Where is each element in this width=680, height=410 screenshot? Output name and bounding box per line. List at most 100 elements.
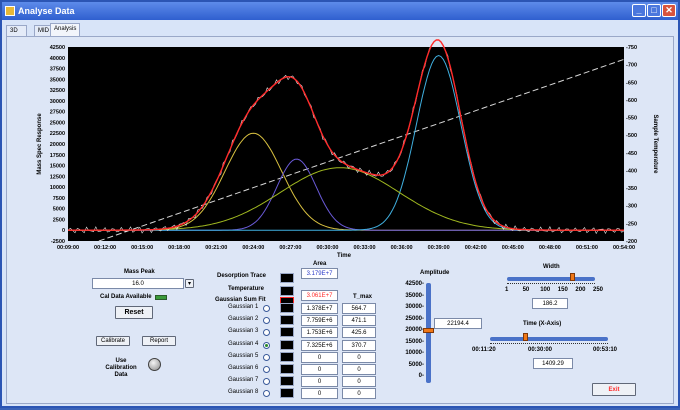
y2-tick-label: -500 xyxy=(626,133,637,139)
amplitude-tick-label: 25000- xyxy=(405,315,424,322)
y-tick-label: 5000 xyxy=(53,207,65,213)
cal-data-led-icon xyxy=(155,295,167,300)
y2-tick-label: -700 xyxy=(626,63,637,69)
gaussian-radio[interactable] xyxy=(263,353,270,361)
cal-data-label: Cal Data Available xyxy=(100,294,152,300)
amplitude-tick-label: 42500- xyxy=(405,281,424,287)
tab-analysis[interactable]: Analysis xyxy=(50,23,81,36)
time-tick-mid: 00:30:00 xyxy=(528,347,553,353)
time-value-field[interactable]: 1409.29 xyxy=(533,358,573,369)
y2-tick-label: -550 xyxy=(626,116,637,122)
y-tick-label: 15000 xyxy=(50,164,65,170)
x-tick-label: 00:21:00 xyxy=(205,245,227,251)
y-tick-label: 20000 xyxy=(50,142,65,148)
x-tick-label: 00:42:00 xyxy=(465,245,487,251)
app-icon xyxy=(5,6,15,16)
legend-swatch[interactable] xyxy=(280,273,294,283)
time-scale-ticks xyxy=(490,343,608,346)
y-tick-label: 25000 xyxy=(50,120,65,126)
mass-peak-value: 16.0 xyxy=(132,281,144,287)
width-tick-label: 150 xyxy=(557,287,568,293)
gaussian-tmax-field: 564.7 xyxy=(342,303,376,314)
gaussian-swatch[interactable] xyxy=(280,376,294,387)
gaussian-area-field: 0 xyxy=(301,351,338,363)
x-tick-label: 00:15:00 xyxy=(131,245,153,251)
time-axis-label: Time (X-Axis) xyxy=(523,321,562,327)
amplitude-value-field[interactable]: 22194.4 xyxy=(434,318,482,329)
desorption-area-field: 3.179E+7 xyxy=(301,268,338,279)
maximize-icon[interactable]: □ xyxy=(647,4,661,17)
gaussian-area-field: 0 xyxy=(301,376,338,388)
calibration-knob[interactable] xyxy=(148,358,161,371)
gaussian-radio[interactable] xyxy=(263,378,270,386)
minimize-icon[interactable]: _ xyxy=(632,4,646,17)
x-tick-label: 00:18:00 xyxy=(168,245,190,251)
time-slider-thumb[interactable] xyxy=(523,333,529,341)
area-header: Area xyxy=(313,261,327,267)
x-tick-label: 00:51:00 xyxy=(576,245,598,251)
gaussian-swatch[interactable] xyxy=(280,327,294,338)
x-axis-title: Time xyxy=(337,253,352,259)
width-value-field[interactable]: 186.2 xyxy=(532,298,568,309)
gaussian-swatch[interactable] xyxy=(280,388,294,399)
y2-tick-label: -300 xyxy=(626,204,637,210)
gaussian-radio[interactable] xyxy=(263,341,270,349)
calibrate-button[interactable]: Calibrate xyxy=(96,336,130,346)
plot-area xyxy=(68,47,624,241)
gaussian-label: Gaussian 7 xyxy=(228,377,259,384)
gaussian-radio[interactable] xyxy=(263,366,270,373)
y-tick-label: 22500 xyxy=(50,131,65,137)
temperature-line xyxy=(98,58,625,242)
gaussian-radio[interactable] xyxy=(263,329,270,337)
window-title: Analyse Data xyxy=(18,6,75,16)
exit-button[interactable]: Exit xyxy=(592,383,636,396)
gaussian-swatch[interactable] xyxy=(280,339,294,350)
x-tick-label: 00:33:00 xyxy=(354,245,376,251)
x-tick-label: 00:12:00 xyxy=(94,245,116,251)
y-tick-label: 12500 xyxy=(50,174,65,180)
y2-tick-label: -650 xyxy=(626,80,637,86)
amplitude-slider-thumb[interactable] xyxy=(423,328,434,333)
mass-peak-field[interactable]: 16.0 xyxy=(92,278,184,289)
gaussian-radio[interactable] xyxy=(263,305,270,312)
amplitude-tick-label: 15000- xyxy=(405,338,424,345)
title-bar: Analyse Data _ □ ✕ xyxy=(2,2,678,20)
amplitude-label: Amplitude xyxy=(420,270,450,276)
gaussian-tmax-field: 370.7 xyxy=(342,339,376,351)
x-tick-label: 00:36:00 xyxy=(391,245,413,251)
gaussian-radio[interactable] xyxy=(263,390,270,398)
gaussian-swatch[interactable] xyxy=(280,364,294,374)
gaussian-sum-fit-line xyxy=(68,39,624,231)
width-slider-track[interactable] xyxy=(507,277,595,281)
x-tick-label: 00:54:00 xyxy=(613,245,635,251)
y2-tick-label: -400 xyxy=(626,168,637,174)
time-slider-track[interactable] xyxy=(490,337,608,341)
amplitude-tick-label: 10000- xyxy=(405,350,424,356)
gaussian-swatch[interactable] xyxy=(280,303,294,313)
amplitude-slider-track[interactable] xyxy=(426,283,431,383)
gaussian-swatch[interactable] xyxy=(280,351,294,362)
gaussian-label: Gaussian 1 xyxy=(228,304,259,310)
width-tick-label: 1 xyxy=(505,287,509,293)
gaussian-area-field: 0 xyxy=(301,364,338,375)
width-slider-thumb[interactable] xyxy=(570,273,576,281)
gaussian-tmax-field: 0 xyxy=(342,351,376,363)
report-button[interactable]: Report xyxy=(142,336,176,346)
legend-swatch[interactable] xyxy=(280,286,294,296)
gaussian-swatch[interactable] xyxy=(280,315,294,326)
close-icon[interactable]: ✕ xyxy=(662,4,676,17)
reset-button[interactable]: Reset xyxy=(115,306,153,319)
y-tick-label: 17500 xyxy=(50,153,65,159)
x-tick-label: 00:24:00 xyxy=(242,245,264,251)
width-label: Width xyxy=(543,264,560,270)
gaussian-radio[interactable] xyxy=(263,317,270,325)
gaussian-label: Gaussian 2 xyxy=(228,316,259,323)
y-tick-label: -2500 xyxy=(51,239,65,245)
time-tick-end: 00:53:10 xyxy=(593,347,618,353)
y2-tick-label: -750 xyxy=(626,45,637,51)
mass-peak-dropdown-icon[interactable]: ▾ xyxy=(185,279,194,288)
gaussian-tmax-field: 0 xyxy=(342,376,376,388)
gaussian-tmax-field: 425.6 xyxy=(342,327,376,339)
